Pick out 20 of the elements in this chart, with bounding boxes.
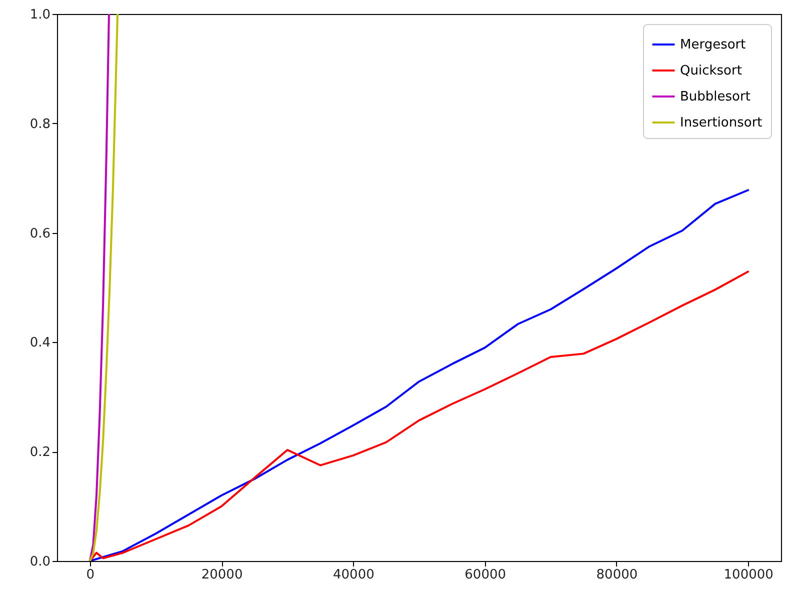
y-tick-label: 0.2 (30, 445, 50, 460)
x-tick-label: 60000 (464, 568, 506, 582)
legend-label: Mergesort (680, 38, 746, 52)
x-tick-label: 80000 (596, 568, 638, 582)
legend-label: Bubblesort (680, 90, 750, 104)
line-series (88, 189, 750, 561)
x-tick-label: 100000 (724, 568, 774, 582)
line-series (88, 14, 119, 561)
y-tick-label: 0.4 (30, 336, 50, 351)
legend-label: Quicksort (680, 64, 742, 78)
y-tick-label: 0.6 (30, 226, 50, 242)
x-tick-label: 20000 (201, 568, 243, 582)
x-tick-label: 0 (86, 568, 95, 582)
line-series (88, 270, 750, 561)
y-tick-label: 0.0 (30, 554, 50, 570)
x-tick-label: 40000 (333, 568, 374, 582)
line-series (88, 14, 110, 561)
y-tick-label: 1.0 (30, 8, 50, 22)
legend-label: Insertionsort (680, 116, 762, 130)
y-tick-label: 0.8 (30, 116, 50, 132)
